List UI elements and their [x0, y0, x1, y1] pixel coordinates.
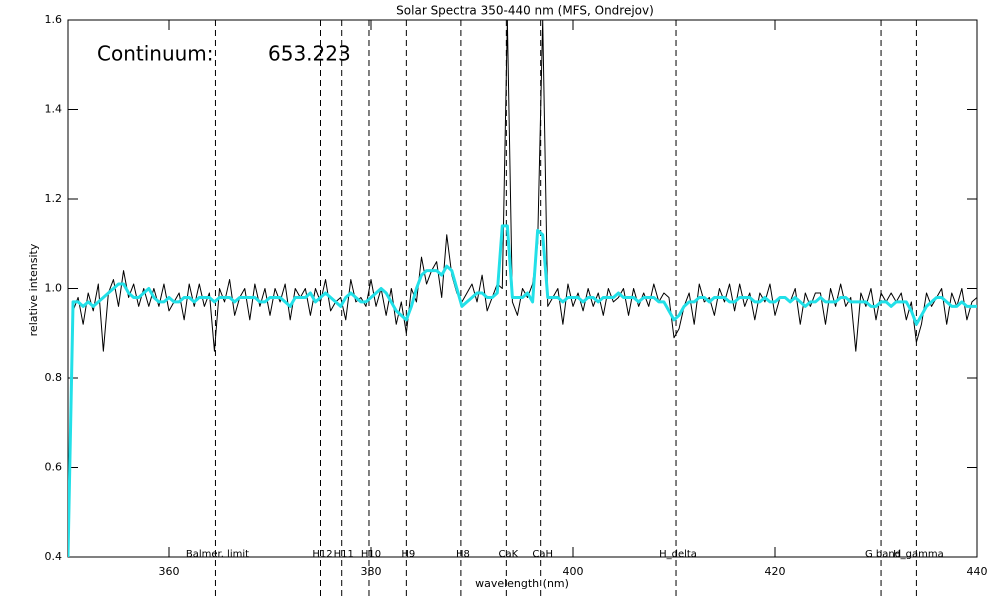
x-tick-label: 380: [361, 565, 382, 578]
x-tick-label: 400: [563, 565, 584, 578]
reference-line-label: H10: [361, 549, 381, 560]
reference-line-label: H_gamma: [893, 549, 944, 560]
y-tick-label: 1.4: [45, 103, 63, 116]
annotation-value: 653.223: [268, 42, 351, 66]
reference-line-label: Balmer. limit: [186, 549, 249, 560]
y-tick-label: 1.2: [45, 192, 63, 205]
x-tick-label: 360: [159, 565, 180, 578]
y-tick-label: 1.0: [45, 282, 63, 295]
x-axis-label: wavelength (nm): [475, 577, 569, 590]
reference-line-label: H12: [312, 549, 332, 560]
reference-line-label: H11: [334, 549, 354, 560]
reference-line-label: H9: [401, 549, 415, 560]
plot-area: [68, 20, 977, 557]
spectrum-line: [68, 20, 977, 557]
chart-title: Solar Spectra 350-440 nm (MFS, Ondrejov): [396, 4, 654, 18]
reference-line-label: CaK: [499, 549, 519, 560]
y-tick-label: 0.8: [45, 371, 63, 384]
x-tick-label: 420: [765, 565, 786, 578]
y-tick-label: 0.6: [45, 461, 63, 474]
y-tick-label: 0.4: [45, 550, 63, 563]
x-tick-label: 440: [967, 565, 988, 578]
reference-line-label: CaH: [532, 549, 553, 560]
reference-line-label: H_delta: [659, 549, 697, 560]
spectrum-line: [68, 224, 977, 557]
reference-line-label: G band: [865, 549, 901, 560]
reference-line-label: H8: [456, 549, 470, 560]
y-axis-label: relative intensity: [27, 243, 40, 336]
y-tick-label: 1.6: [45, 13, 63, 26]
annotation-label: Continuum:: [97, 42, 214, 66]
